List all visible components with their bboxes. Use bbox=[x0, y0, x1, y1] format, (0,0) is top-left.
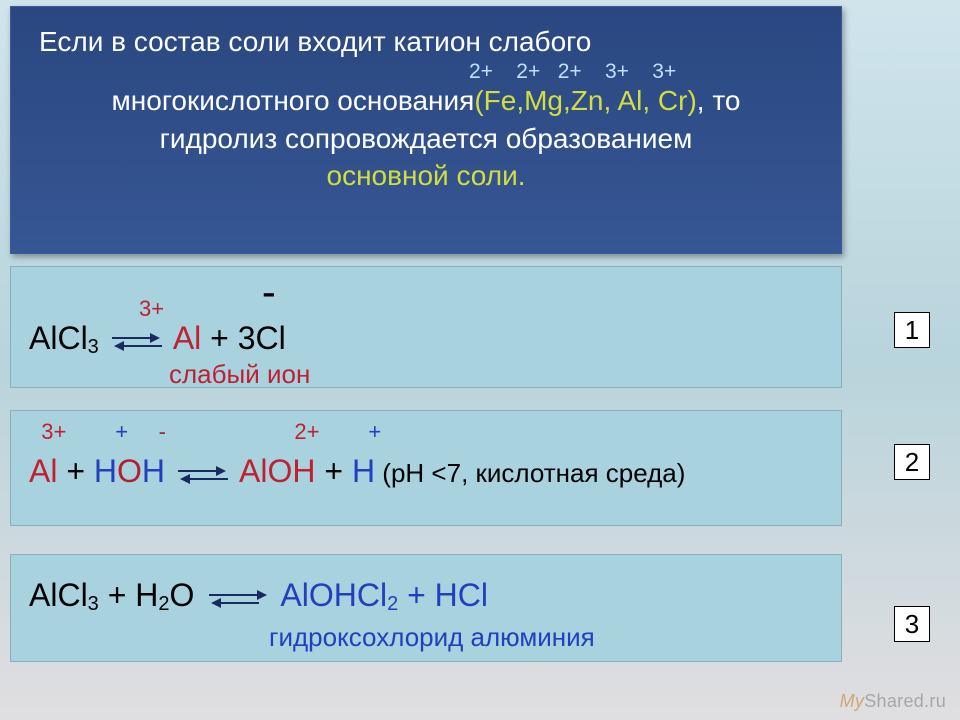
panel-line-2c: , то bbox=[697, 85, 741, 116]
forward-arrow-icon bbox=[203, 588, 273, 608]
equation-box-2: 3+ + - 2+ + Al + HOH AlOH + H (pH <7, ки… bbox=[10, 410, 842, 526]
equation-box-1: 3+ - AlCl3 Al + 3Cl слабый ион bbox=[10, 266, 842, 388]
equilibrium-arrow-icon bbox=[108, 331, 166, 351]
eq2-superscripts: 3+ + - 2+ + bbox=[29, 421, 823, 443]
equilibrium-arrow-icon bbox=[174, 464, 232, 484]
eq1-main: AlCl3 Al + 3Cl bbox=[29, 320, 823, 359]
eq1-superscripts: 3+ - bbox=[29, 271, 823, 320]
panel-line-3: гидролиз сопровождается образованием bbox=[39, 120, 813, 158]
panel-line-2a: многокислотного основания bbox=[112, 85, 475, 116]
eq2-main: Al + HOH AlOH + H (pH <7, кислотная сред… bbox=[29, 453, 823, 490]
panel-line-1: Если в состав соли входит катион слабого bbox=[39, 23, 813, 61]
panel-charges-row: 2+ 2+ 2+ 3+ 3+ bbox=[39, 61, 813, 82]
eq3-label: гидроксохлорид алюминия bbox=[29, 622, 823, 653]
eq3-main: AlCl3 + H2O AlOHCl2 + HCl bbox=[29, 577, 823, 616]
step-number-2: 2 bbox=[894, 444, 930, 480]
step-number-3: 3 bbox=[894, 606, 930, 642]
panel-elements: (Fe,Mg,Zn, Al, Cr) bbox=[474, 85, 696, 116]
rule-panel: Если в состав соли входит катион слабого… bbox=[10, 6, 842, 254]
panel-line-4: основной соли. bbox=[327, 160, 526, 191]
eq1-label: слабый ион bbox=[29, 359, 823, 390]
step-number-1: 1 bbox=[894, 312, 930, 348]
panel-line-2: многокислотного основания(Fe,Mg,Zn, Al, … bbox=[39, 82, 813, 120]
equation-box-3: AlCl3 + H2O AlOHCl2 + HCl гидроксохлорид… bbox=[10, 554, 842, 662]
watermark: MyShared.ru bbox=[840, 691, 946, 712]
